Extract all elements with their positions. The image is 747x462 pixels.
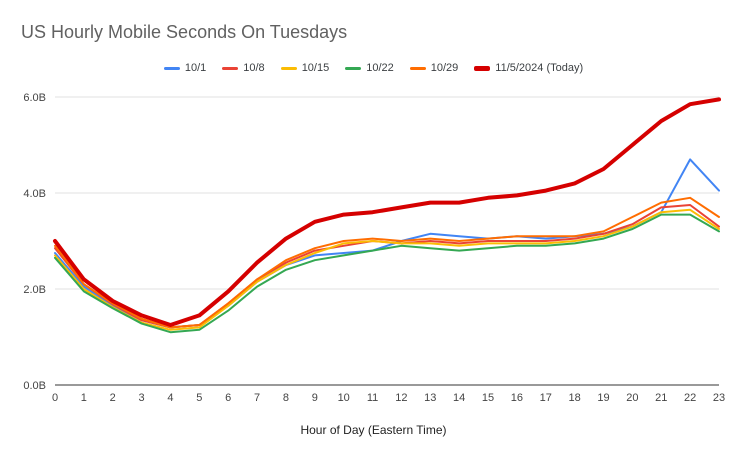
series-line-10-29: [54, 196, 720, 329]
x-tick-label: 14: [453, 392, 465, 404]
legend-label: 10/22: [366, 62, 394, 74]
x-axis-title: Hour of Day (Eastern Time): [300, 423, 447, 437]
legend-label: 10/15: [301, 62, 330, 74]
x-tick-label: 8: [283, 392, 289, 404]
legend-marker-icon: [345, 66, 362, 70]
x-tick-label: 4: [167, 392, 173, 404]
x-tick-label: 6: [225, 392, 231, 404]
series-line-10-1: [54, 158, 720, 329]
legend-item-10-22: 10/22: [345, 62, 394, 74]
legend-item-11-5-2024-today: 11/5/2024 (Today): [474, 62, 583, 74]
legend-item-10-8: 10/8: [222, 62, 265, 74]
x-tick-label: 13: [424, 392, 436, 404]
y-tick-label: 6.0B: [23, 92, 46, 104]
legend-marker-icon: [163, 66, 180, 70]
legend-label: 10/29: [430, 62, 459, 74]
legend-item-10-15: 10/15: [280, 62, 330, 74]
y-tick-label: 2.0B: [23, 284, 46, 296]
x-tick-label: 0: [52, 392, 58, 404]
legend-item-10-29: 10/29: [409, 62, 459, 74]
x-tick-label: 16: [511, 392, 523, 404]
x-tick-label: 2: [110, 392, 116, 404]
chart-title: US Hourly Mobile Seconds On Tuesdays: [21, 22, 348, 42]
legend-marker-icon: [409, 66, 426, 70]
x-tick-label: 22: [684, 392, 696, 404]
x-tick-label: 23: [713, 392, 725, 404]
x-tick-label: 17: [540, 392, 552, 404]
series-line-11-5-2024-today: [53, 97, 721, 327]
x-tick-label: 10: [338, 392, 350, 404]
legend-marker-icon: [474, 65, 491, 71]
legend-label: 10/1: [184, 62, 207, 74]
x-tick-label: 18: [569, 392, 581, 404]
legend-marker-icon: [280, 66, 297, 70]
x-tick-label: 21: [655, 392, 667, 404]
x-tick-label: 9: [312, 392, 318, 404]
legend-marker-icon: [222, 66, 239, 70]
x-tick-label: 19: [597, 392, 609, 404]
x-tick-label: 1: [81, 392, 87, 404]
y-tick-label: 4.0B: [23, 188, 46, 200]
y-tick-label: 0.0B: [23, 380, 46, 392]
x-tick-label: 7: [254, 392, 260, 404]
legend-item-10-1: 10/1: [163, 62, 207, 74]
x-tick-label: 15: [482, 392, 494, 404]
legend: 10/1 10/8 10/15 10/22 10/29 11/5/2024 (Today): [0, 62, 747, 74]
series-line-10-15: [54, 208, 720, 331]
x-tick-label: 11: [367, 392, 378, 404]
x-tick-label: 20: [626, 392, 638, 404]
line-chart: 0.0B2.0B4.0B6.0B0 1 2 3 4 5 6 7 8 9 10 11 12 13 14 15 16…: [23, 92, 725, 404]
x-tick-label: 5: [196, 392, 202, 404]
legend-label: 10/8: [243, 62, 265, 74]
series-line-10-22: [54, 213, 720, 334]
legend-label: 11/5/2024 (Today): [495, 62, 584, 74]
x-tick-label: 3: [139, 392, 145, 404]
x-tick-label: 12: [395, 392, 407, 404]
